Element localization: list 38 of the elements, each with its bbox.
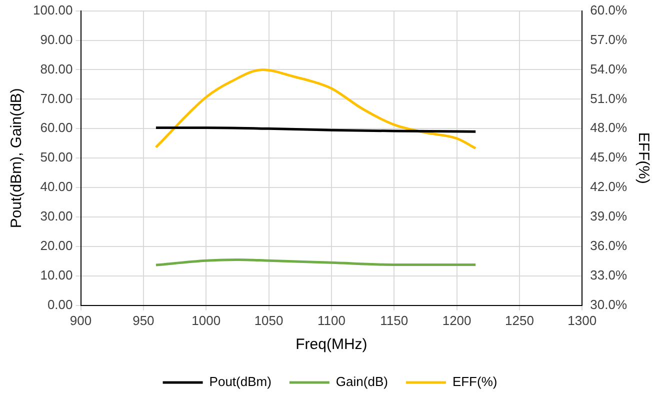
y2-tick-label: 51.0% <box>590 90 628 106</box>
y-tick-label: 100.00 <box>32 2 73 18</box>
y2-tick-label: 45.0% <box>590 150 628 165</box>
y-tick-label: 70.00 <box>40 90 73 106</box>
x-tick-label: 1000 <box>192 312 221 328</box>
y-tick-label: 80.00 <box>40 61 73 76</box>
y-tick-label: 40.00 <box>40 179 73 194</box>
x-tick-label: 1150 <box>380 312 408 328</box>
line-series <box>154 68 477 150</box>
legend-label: Pout(dBm) <box>209 374 272 390</box>
y2-tick-label: 39.0% <box>590 208 628 224</box>
y-tick-label: 0.00 <box>47 296 73 312</box>
x-tick-label: 1050 <box>254 312 284 328</box>
x-axis-title: Freq(MHz) <box>296 336 368 354</box>
x-tick-label: 1100 <box>317 312 346 328</box>
x-tick-label: 1200 <box>442 312 472 328</box>
y-tick-label: 30.00 <box>40 208 73 224</box>
y2-tick-label: 54.0% <box>590 61 628 76</box>
y2-tick-label: 36.0% <box>590 238 628 254</box>
y-tick-label: 60.00 <box>40 120 73 136</box>
y2-tick-label: 30.0% <box>590 296 628 312</box>
y2-tick-label: 33.0% <box>590 268 628 283</box>
legend-label: Gain(dB) <box>336 374 388 390</box>
y2-tick-label: 57.0% <box>590 32 628 47</box>
x-tick-label: 1250 <box>505 312 534 328</box>
y-tick-label: 50.00 <box>40 150 73 165</box>
y-tick-label: 90.00 <box>40 32 73 47</box>
x-tick-label: 1300 <box>568 312 597 328</box>
y2-tick-label: 48.0% <box>590 120 628 136</box>
y2-tick-label: 60.0% <box>590 2 628 18</box>
legend-label: EFF(%) <box>452 374 498 390</box>
y-tick-label: 20.00 <box>40 238 73 254</box>
y2-tick-label: 42.0% <box>590 179 628 194</box>
y-tick-label: 10.00 <box>40 268 73 283</box>
x-tick-label: 900 <box>70 312 92 328</box>
y2-axis-title: EFF(%) <box>634 132 652 184</box>
x-tick-label: 950 <box>132 312 154 328</box>
y-axis-title: Pout(dBm), Gain(dB) <box>8 88 26 228</box>
